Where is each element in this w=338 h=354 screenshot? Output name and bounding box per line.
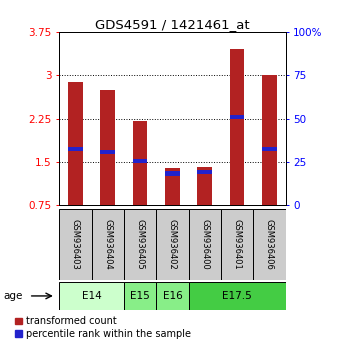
Bar — [189, 209, 221, 280]
Text: GSM936403: GSM936403 — [71, 219, 80, 270]
Bar — [230, 49, 244, 205]
Bar — [221, 209, 253, 280]
Bar — [100, 90, 115, 205]
Text: GSM936404: GSM936404 — [103, 219, 112, 270]
Bar — [92, 209, 124, 280]
Bar — [68, 147, 82, 151]
Text: E16: E16 — [163, 291, 182, 301]
Text: GSM936406: GSM936406 — [265, 219, 274, 270]
Bar — [100, 150, 115, 154]
Bar — [197, 170, 212, 175]
Text: GSM936400: GSM936400 — [200, 219, 209, 270]
Bar — [156, 209, 189, 280]
Bar — [59, 282, 124, 310]
Bar — [68, 82, 82, 205]
Bar — [124, 209, 156, 280]
Text: GSM936405: GSM936405 — [136, 219, 145, 270]
Text: GSM936402: GSM936402 — [168, 219, 177, 270]
Bar — [165, 171, 180, 176]
Bar — [262, 147, 277, 151]
Text: E15: E15 — [130, 291, 150, 301]
Legend: transformed count, percentile rank within the sample: transformed count, percentile rank withi… — [15, 316, 191, 339]
Bar — [133, 159, 147, 163]
Bar — [124, 282, 156, 310]
Bar — [262, 75, 277, 205]
Text: E14: E14 — [81, 291, 101, 301]
Bar — [230, 115, 244, 119]
Title: GDS4591 / 1421461_at: GDS4591 / 1421461_at — [95, 18, 250, 31]
Bar — [165, 168, 180, 205]
Text: age: age — [3, 291, 23, 301]
Bar — [253, 209, 286, 280]
Bar — [189, 282, 286, 310]
Bar — [59, 209, 92, 280]
Bar — [133, 121, 147, 205]
Text: GSM936401: GSM936401 — [233, 219, 242, 270]
Bar — [197, 167, 212, 205]
Text: E17.5: E17.5 — [222, 291, 252, 301]
Bar — [156, 282, 189, 310]
